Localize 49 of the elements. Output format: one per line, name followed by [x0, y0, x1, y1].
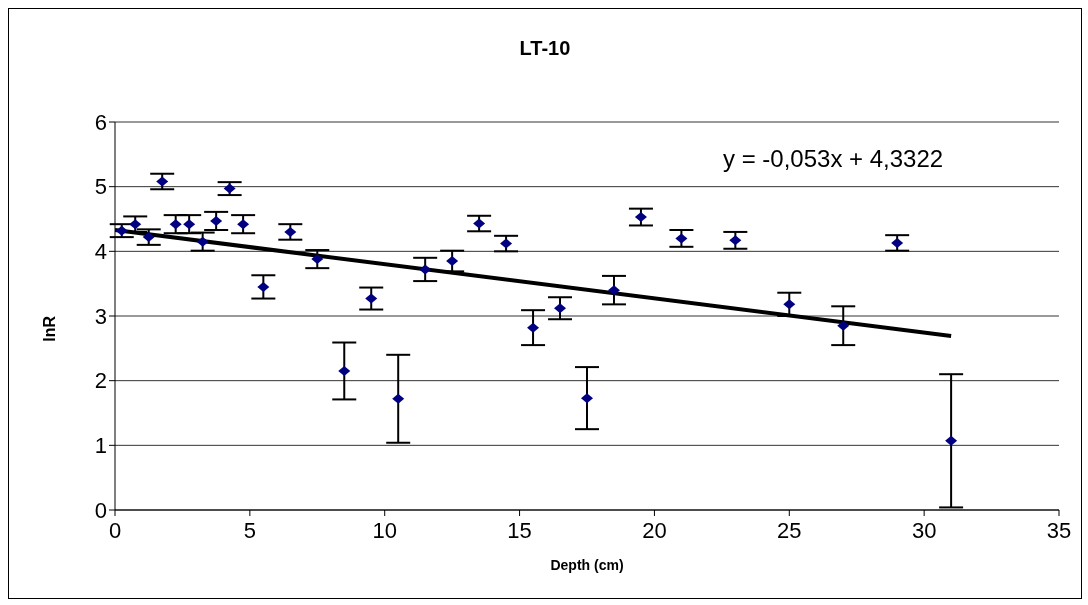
- x-tick-label: 10: [372, 517, 397, 543]
- point: [607, 285, 620, 296]
- y-tick-label: 6: [94, 109, 107, 135]
- point: [634, 212, 647, 223]
- y-tick-label: 3: [94, 303, 107, 329]
- point: [311, 254, 324, 265]
- point: [257, 281, 270, 292]
- point: [446, 256, 459, 267]
- y-tick-label: 5: [94, 174, 107, 200]
- point: [169, 219, 182, 230]
- y-tick-label: 1: [94, 433, 107, 459]
- point: [500, 238, 513, 249]
- point: [527, 322, 540, 333]
- point: [581, 393, 593, 404]
- point: [196, 236, 209, 247]
- point: [837, 320, 850, 331]
- y-axis-title: lnR: [40, 315, 58, 342]
- point: [473, 218, 486, 229]
- point: [237, 219, 250, 230]
- point: [675, 233, 688, 244]
- point: [156, 176, 169, 187]
- annotation: y = -0,053x + 4,3322: [723, 145, 944, 173]
- point: [891, 237, 904, 248]
- y-tick-label: 2: [94, 368, 107, 394]
- x-tick-label: 20: [642, 517, 667, 543]
- y-tick-label: 0: [94, 497, 107, 523]
- x-tick-label: 5: [243, 517, 256, 543]
- x-tick-label: 35: [1046, 517, 1072, 543]
- x-tick-label: 15: [507, 517, 532, 543]
- point: [284, 226, 297, 237]
- chart-title: LT-10: [518, 37, 572, 60]
- point: [729, 235, 742, 246]
- y-tick-label: 4: [94, 239, 107, 265]
- point: [365, 293, 378, 304]
- point: [183, 219, 196, 230]
- point: [223, 183, 236, 194]
- point: [554, 303, 567, 314]
- point: [783, 299, 796, 310]
- point: [419, 264, 432, 275]
- point: [142, 232, 155, 243]
- point: [210, 215, 223, 226]
- point: [945, 435, 958, 446]
- point: [115, 225, 128, 236]
- x-tick-label: 30: [911, 517, 937, 543]
- x-axis-title: Depth (cm): [550, 557, 624, 573]
- x-tick-label: 25: [777, 517, 802, 543]
- point: [338, 365, 351, 376]
- point: [129, 219, 142, 230]
- point: [392, 393, 405, 404]
